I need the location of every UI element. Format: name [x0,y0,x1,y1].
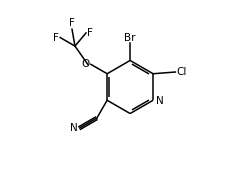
Text: N: N [70,123,77,133]
Text: F: F [53,33,59,42]
Text: Cl: Cl [175,67,186,77]
Text: F: F [87,28,92,38]
Text: O: O [81,59,89,69]
Text: F: F [69,18,75,28]
Text: N: N [155,96,163,106]
Text: Br: Br [124,33,135,43]
